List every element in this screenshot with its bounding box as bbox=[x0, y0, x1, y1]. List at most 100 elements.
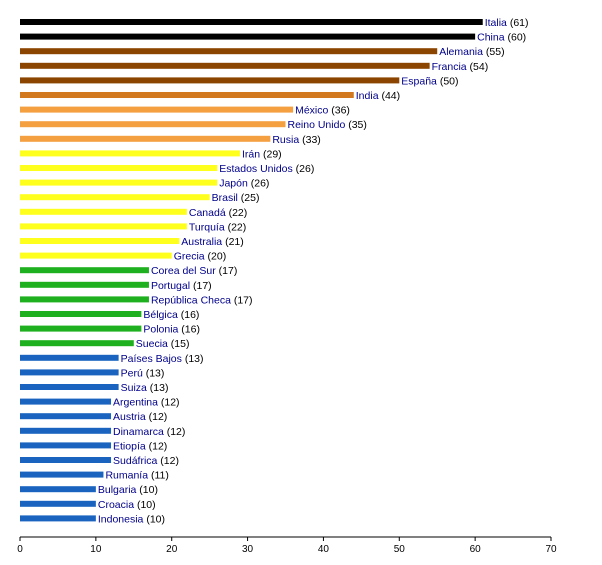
bar-label-name: Estados Unidos bbox=[219, 163, 293, 175]
bar-label-name: Australia bbox=[181, 236, 222, 248]
bar-label-polonia: Polonia (16) bbox=[143, 324, 200, 336]
bar-canada bbox=[20, 208, 187, 215]
bar-china bbox=[20, 33, 476, 40]
bar-label-etiopia: Etiopía (12) bbox=[113, 440, 167, 452]
bar-label-value: (16) bbox=[178, 309, 200, 321]
bar-austria bbox=[20, 413, 112, 420]
bar-label-suiza: Suiza (13) bbox=[121, 382, 169, 394]
bar-label-portugal: Portugal (17) bbox=[151, 280, 212, 292]
bar-label-value: (26) bbox=[293, 163, 315, 175]
bar-label-name: Indonesia bbox=[98, 513, 144, 525]
bar-etiopia bbox=[20, 442, 112, 449]
x-tick-label: 0 bbox=[17, 544, 23, 555]
x-tick-label: 20 bbox=[166, 544, 178, 555]
bar-label-belgica: Bélgica (16) bbox=[143, 309, 199, 321]
bar-label-value: (54) bbox=[467, 61, 489, 73]
bar-label-paises-bajos: Países Bajos (13) bbox=[121, 353, 204, 365]
bar-mexico bbox=[20, 106, 294, 113]
bar-label-value: (33) bbox=[299, 134, 321, 146]
bar-label-value: (12) bbox=[158, 397, 180, 409]
bar-label-australia: Australia (21) bbox=[181, 236, 243, 248]
bar-label-name: Corea del Sur bbox=[151, 265, 216, 277]
bar-estados-unidos bbox=[20, 165, 218, 171]
bar-label-name: Polonia bbox=[143, 324, 178, 336]
bar-corea-del-sur bbox=[20, 267, 149, 274]
bar-label-name: India bbox=[356, 90, 379, 102]
bar-turquia bbox=[20, 223, 187, 230]
bar-label-turquia: Turquía (22) bbox=[189, 221, 246, 233]
bar-label-name: Croacia bbox=[98, 499, 134, 511]
x-tick-label: 30 bbox=[242, 544, 254, 555]
bar-label-value: (12) bbox=[164, 426, 186, 438]
bar-label-mexico: México (36) bbox=[295, 105, 350, 117]
bar-label-name: Irán bbox=[242, 148, 260, 160]
bar-label-grecia: Grecia (20) bbox=[174, 251, 227, 263]
bar-bulgaria bbox=[20, 486, 96, 493]
bar-label-name: Canadá bbox=[189, 207, 226, 219]
bar-francia bbox=[20, 62, 430, 69]
bar-label-peru: Perú (13) bbox=[121, 367, 165, 379]
bar-label-name: Etiopía bbox=[113, 440, 146, 452]
bar-label-value: (55) bbox=[483, 46, 505, 58]
bar-label-value: (13) bbox=[182, 353, 204, 365]
bar-label-value: (61) bbox=[507, 17, 529, 29]
bar-label-corea-del-sur: Corea del Sur (17) bbox=[151, 265, 237, 277]
bar-label-name: Italia bbox=[485, 17, 507, 29]
bar-grecia bbox=[20, 252, 172, 259]
bar-indonesia bbox=[20, 515, 96, 522]
bar-label-name: República Checa bbox=[151, 294, 231, 306]
bar-label-value: (21) bbox=[222, 236, 244, 248]
bar-label-italia: Italia (61) bbox=[485, 17, 529, 29]
bar-label-china: China (60) bbox=[477, 32, 526, 44]
bar-label-value: (29) bbox=[260, 148, 282, 160]
bar-label-name: Dinamarca bbox=[113, 426, 164, 438]
bar-croacia bbox=[20, 500, 96, 507]
bar-label-value: (13) bbox=[143, 367, 165, 379]
bar-belgica bbox=[20, 311, 142, 317]
bar-label-name: Suecia bbox=[136, 338, 168, 350]
bar-label-croacia: Croacia (10) bbox=[98, 499, 156, 511]
bar-label-value: (15) bbox=[168, 338, 190, 350]
bar-label-name: Reino Unido bbox=[288, 119, 346, 131]
bar-label-value: (22) bbox=[225, 221, 247, 233]
bars-group bbox=[20, 19, 483, 522]
bar-label-name: Alemania bbox=[439, 46, 483, 58]
bar-reino-unido bbox=[20, 121, 286, 128]
bar-alemania bbox=[20, 48, 438, 55]
bar-republica-checa bbox=[20, 296, 149, 303]
bar-label-reino-unido: Reino Unido (35) bbox=[288, 119, 367, 131]
bar-label-name: Países Bajos bbox=[121, 353, 182, 365]
bar-label-name: Francia bbox=[432, 61, 467, 73]
bar-label-value: (17) bbox=[190, 280, 212, 292]
bar-label-argentina: Argentina (12) bbox=[113, 397, 180, 409]
bar-label-value: (10) bbox=[134, 499, 156, 511]
bar-label-rusia: Rusia (33) bbox=[272, 134, 320, 146]
bar-label-value: (10) bbox=[143, 513, 165, 525]
bar-label-name: Turquía bbox=[189, 221, 225, 233]
bar-label-name: Austria bbox=[113, 411, 146, 423]
bar-label-value: (12) bbox=[146, 440, 168, 452]
bar-label-value: (25) bbox=[238, 192, 260, 204]
bar-label-value: (17) bbox=[216, 265, 238, 277]
bar-label-name: Rumanía bbox=[105, 470, 148, 482]
bar-label-suecia: Suecia (15) bbox=[136, 338, 190, 350]
bar-label-republica-checa: República Checa (17) bbox=[151, 294, 253, 306]
bar-italia bbox=[20, 19, 483, 25]
bar-australia bbox=[20, 238, 180, 244]
bar-label-bulgaria: Bulgaria (10) bbox=[98, 484, 158, 496]
bar-label-francia: Francia (54) bbox=[432, 61, 489, 73]
bar-india bbox=[20, 92, 354, 98]
bar-label-value: (35) bbox=[345, 119, 367, 131]
bar-label-value: (12) bbox=[157, 455, 179, 467]
bar-label-name: China bbox=[477, 32, 505, 44]
bar-label-value: (50) bbox=[437, 75, 459, 87]
bar-label-value: (44) bbox=[379, 90, 401, 102]
bar-label-value: (26) bbox=[248, 178, 270, 190]
bar-label-value: (20) bbox=[205, 251, 227, 263]
bar-label-sudafrica: Sudáfrica (12) bbox=[113, 455, 179, 467]
bar-label-name: Perú bbox=[121, 367, 143, 379]
bar-label-name: Portugal bbox=[151, 280, 190, 292]
x-tick-label: 10 bbox=[90, 544, 102, 555]
bar-label-value: (60) bbox=[505, 32, 527, 44]
